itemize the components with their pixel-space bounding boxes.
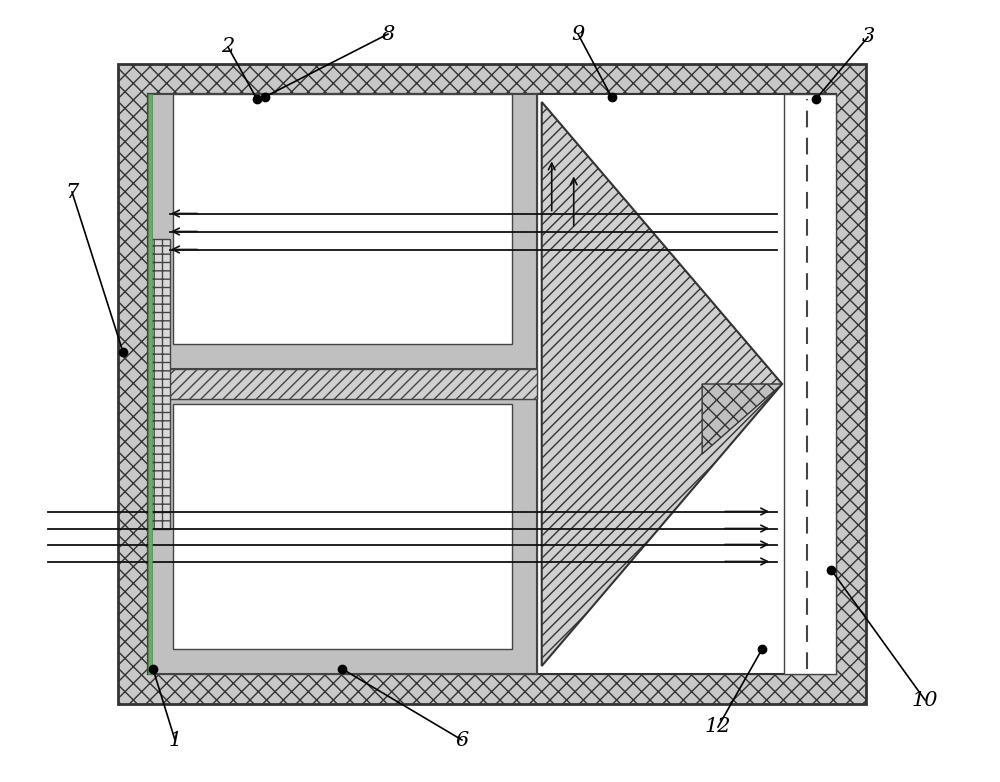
Text: 9: 9 <box>571 24 585 44</box>
Text: 7: 7 <box>65 182 79 202</box>
Text: 10: 10 <box>912 691 938 709</box>
Bar <box>784 94 836 674</box>
Text: 2: 2 <box>221 38 235 56</box>
Bar <box>537 94 836 674</box>
Bar <box>148 399 537 674</box>
Bar <box>148 369 537 399</box>
Text: 3: 3 <box>861 27 875 46</box>
Text: 6: 6 <box>455 730 469 749</box>
Text: 12: 12 <box>705 718 731 737</box>
Bar <box>118 64 866 704</box>
Polygon shape <box>542 102 782 666</box>
Text: 1: 1 <box>168 730 182 749</box>
Polygon shape <box>702 384 782 454</box>
Text: 8: 8 <box>381 24 395 44</box>
Bar <box>148 94 537 369</box>
Bar <box>173 94 512 344</box>
Bar <box>173 404 512 649</box>
Bar <box>148 94 537 674</box>
Bar <box>148 94 836 674</box>
Bar <box>148 239 170 529</box>
Bar <box>148 94 152 674</box>
